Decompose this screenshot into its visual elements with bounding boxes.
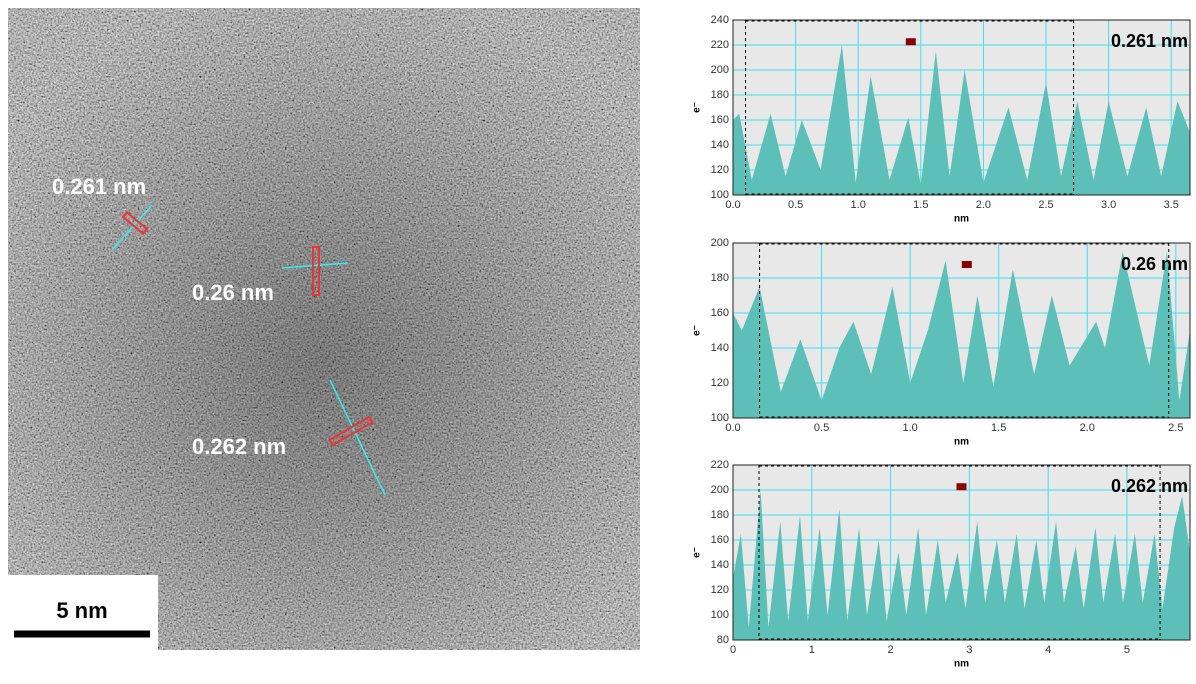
y-tick-label: 200 bbox=[711, 237, 729, 249]
tem-image bbox=[8, 8, 640, 650]
y-tick-label: 140 bbox=[711, 342, 729, 354]
annotation: 0.261 nm bbox=[1111, 31, 1188, 51]
x-tick-label: 5 bbox=[1124, 644, 1130, 656]
x-tick-label: 1.5 bbox=[991, 422, 1006, 434]
x-tick-label: 0.5 bbox=[788, 199, 803, 211]
profile-area bbox=[733, 251, 1190, 418]
y-tick-label: 120 bbox=[711, 377, 729, 389]
y-tick-label: 100 bbox=[711, 412, 729, 424]
y-tick-label: 120 bbox=[711, 584, 729, 596]
x-tick-label: 1.5 bbox=[913, 199, 928, 211]
y-tick-label: 200 bbox=[711, 64, 729, 76]
y-tick-label: 240 bbox=[711, 14, 729, 26]
annotation: 0.26 nm bbox=[1121, 254, 1188, 274]
x-tick-label: 0.5 bbox=[814, 422, 829, 434]
plot-frame bbox=[732, 19, 1191, 196]
x-tick-label: 4 bbox=[1045, 644, 1051, 656]
y-tick-label: 180 bbox=[711, 89, 729, 101]
x-tick-label: 2.0 bbox=[1080, 422, 1095, 434]
x-tick-label: 0.0 bbox=[725, 199, 740, 211]
y-tick-label: 100 bbox=[711, 189, 729, 201]
y-tick-label: 140 bbox=[711, 559, 729, 571]
y-tick-label: 200 bbox=[711, 484, 729, 496]
scale-bar-label: 5 nm bbox=[56, 598, 107, 623]
x-tick-label: 1.0 bbox=[902, 422, 917, 434]
x-tick-label: 0.0 bbox=[725, 422, 740, 434]
x-tick-label: 0 bbox=[730, 644, 736, 656]
x-axis-label: nm bbox=[954, 214, 969, 225]
marker bbox=[956, 483, 967, 491]
y-tick-label: 220 bbox=[711, 459, 729, 471]
y-axis-label: e⁻ bbox=[692, 325, 703, 336]
x-tick-label: 3 bbox=[966, 644, 972, 656]
y-axis-label: e⁻ bbox=[692, 547, 703, 558]
x-tick-label: 3.0 bbox=[1101, 199, 1116, 211]
y-tick-label: 180 bbox=[711, 509, 729, 521]
spacing-label: 0.26 nm bbox=[192, 280, 274, 305]
x-tick-label: 1.0 bbox=[851, 199, 866, 211]
profile-area bbox=[733, 490, 1190, 640]
plot-frame bbox=[732, 242, 1191, 419]
spacing-label: 0.261 nm bbox=[52, 174, 146, 199]
x-axis-label: nm bbox=[954, 437, 969, 448]
y-tick-label: 160 bbox=[711, 534, 729, 546]
x-tick-label: 2.0 bbox=[976, 199, 991, 211]
y-tick-label: 80 bbox=[717, 634, 729, 646]
y-tick-label: 220 bbox=[711, 39, 729, 51]
spacing-label: 0.262 nm bbox=[192, 434, 286, 459]
x-tick-label: 2.5 bbox=[1168, 422, 1183, 434]
plot-frame bbox=[732, 464, 1191, 641]
marker bbox=[905, 38, 916, 46]
y-tick-label: 160 bbox=[711, 307, 729, 319]
y-tick-label: 100 bbox=[711, 609, 729, 621]
annotation: 0.262 nm bbox=[1111, 476, 1188, 496]
x-tick-label: 1 bbox=[809, 644, 815, 656]
y-tick-label: 140 bbox=[711, 139, 729, 151]
x-tick-label: 2 bbox=[888, 644, 894, 656]
x-tick-label: 2.5 bbox=[1038, 199, 1053, 211]
marker bbox=[961, 261, 972, 268]
y-tick-label: 180 bbox=[711, 272, 729, 284]
profile-area bbox=[733, 45, 1190, 195]
x-axis-label: nm bbox=[954, 659, 969, 670]
y-tick-label: 120 bbox=[711, 164, 729, 176]
x-tick-label: 3.5 bbox=[1164, 199, 1179, 211]
y-axis-label: e⁻ bbox=[692, 102, 703, 113]
y-tick-label: 160 bbox=[711, 114, 729, 126]
